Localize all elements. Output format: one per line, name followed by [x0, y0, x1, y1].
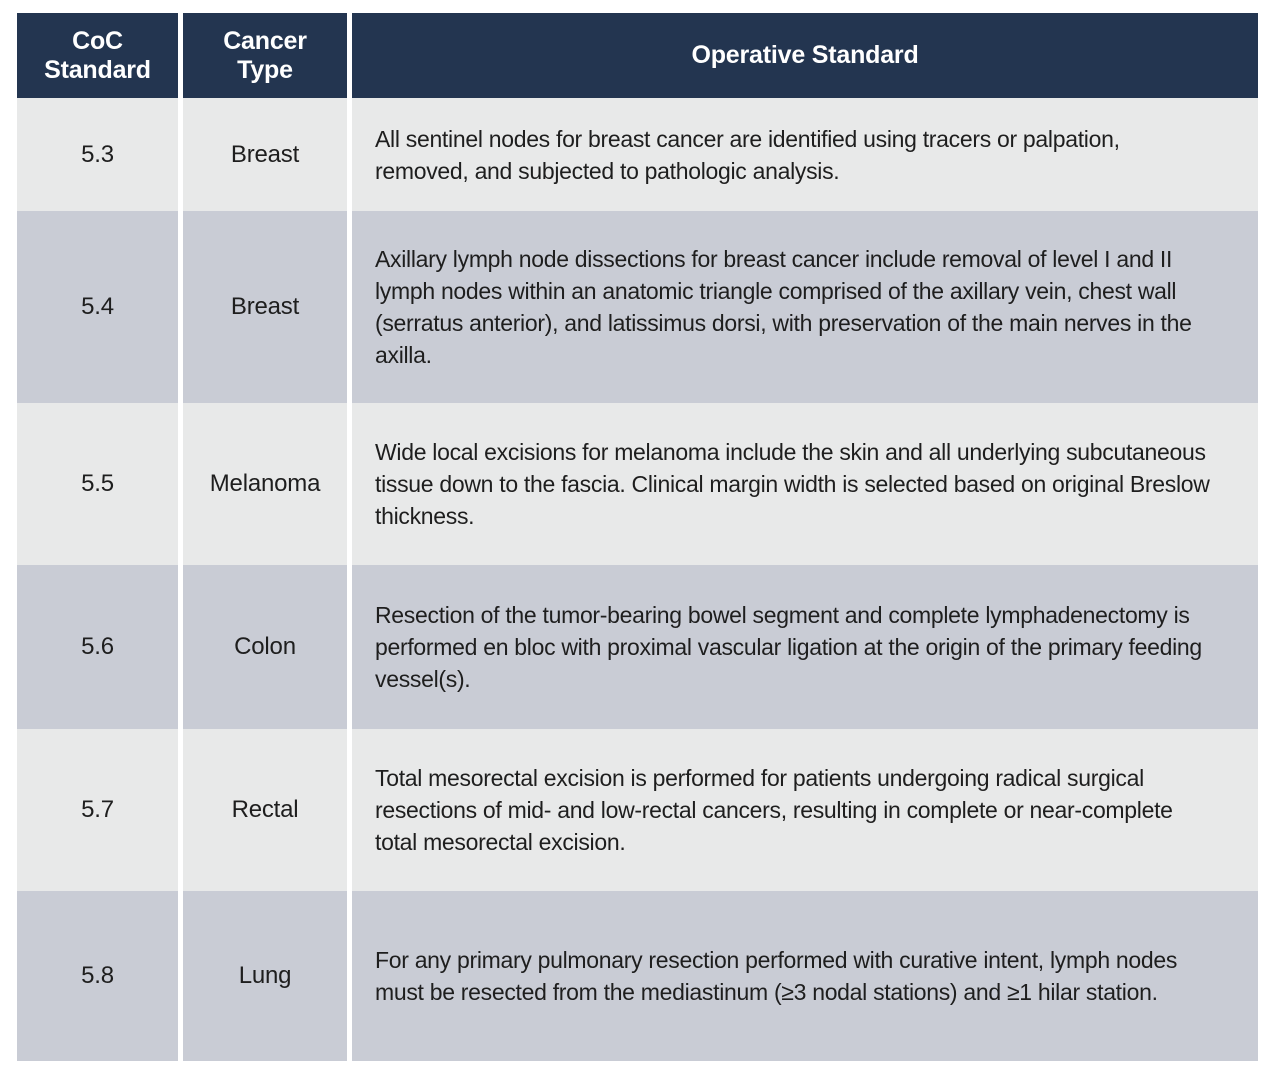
coc-standard-value: 5.5	[81, 470, 114, 497]
cancer-type-value: Melanoma	[209, 470, 321, 497]
cancer-type-value: Breast	[230, 293, 300, 320]
cell-coc-standard: 5.3	[17, 98, 178, 211]
operative-standard-text: All sentinel nodes for breast cancer are…	[375, 125, 1120, 184]
coc-standard-value: 5.6	[81, 633, 114, 660]
operative-standard-text: Resection of the tumor-bearing bowel seg…	[375, 602, 1202, 692]
column-header-label: Operative Standard	[691, 41, 919, 69]
coc-standard-value: 5.7	[81, 796, 114, 823]
column-header-operative-standard: Operative Standard	[352, 13, 1258, 98]
cancer-type-value: Breast	[230, 140, 300, 168]
column-header-coc-standard: CoC Standard	[17, 13, 178, 98]
coc-standards-table: CoC Standard Cancer Type Operative Stand…	[17, 13, 1258, 1061]
cell-cancer-type: Rectal	[183, 729, 347, 891]
cell-cancer-type: Breast	[183, 211, 347, 403]
coc-standard-value: 5.4	[81, 293, 114, 320]
cell-coc-standard: 5.4	[17, 211, 178, 403]
cell-cancer-type: Lung	[183, 891, 347, 1061]
cell-operative-standard: Wide local excisions for melanoma includ…	[352, 403, 1258, 565]
cell-operative-standard: Resection of the tumor-bearing bowel seg…	[352, 565, 1258, 729]
cancer-type-value: Colon	[234, 633, 296, 660]
cancer-type-value: Lung	[238, 962, 292, 989]
column-header-label: CoC Standard	[44, 26, 151, 84]
cell-coc-standard: 5.5	[17, 403, 178, 565]
cell-cancer-type: Melanoma	[183, 403, 347, 565]
cell-coc-standard: 5.6	[17, 565, 178, 729]
cell-coc-standard: 5.7	[17, 729, 178, 891]
cell-operative-standard: For any primary pulmonary resection perf…	[352, 891, 1258, 1061]
cell-cancer-type: Breast	[183, 98, 347, 211]
column-header-label: Cancer Type	[223, 26, 307, 84]
table-grid: CoC Standard Cancer Type Operative Stand…	[17, 13, 1258, 1061]
operative-standard-text: Total mesorectal excision is performed f…	[375, 765, 1173, 855]
cell-coc-standard: 5.8	[17, 891, 178, 1061]
operative-standard-text: Wide local excisions for melanoma includ…	[375, 439, 1210, 529]
column-header-cancer-type: Cancer Type	[183, 13, 347, 98]
coc-standard-value: 5.3	[81, 140, 114, 168]
cell-cancer-type: Colon	[183, 565, 347, 729]
cancer-type-value: Rectal	[231, 796, 299, 823]
cell-operative-standard: All sentinel nodes for breast cancer are…	[352, 98, 1258, 211]
cell-operative-standard: Axillary lymph node dissections for brea…	[352, 211, 1258, 403]
coc-standard-value: 5.8	[81, 962, 114, 989]
operative-standard-text: For any primary pulmonary resection perf…	[375, 947, 1178, 1005]
operative-standard-text: Axillary lymph node dissections for brea…	[375, 246, 1192, 368]
cell-operative-standard: Total mesorectal excision is performed f…	[352, 729, 1258, 891]
